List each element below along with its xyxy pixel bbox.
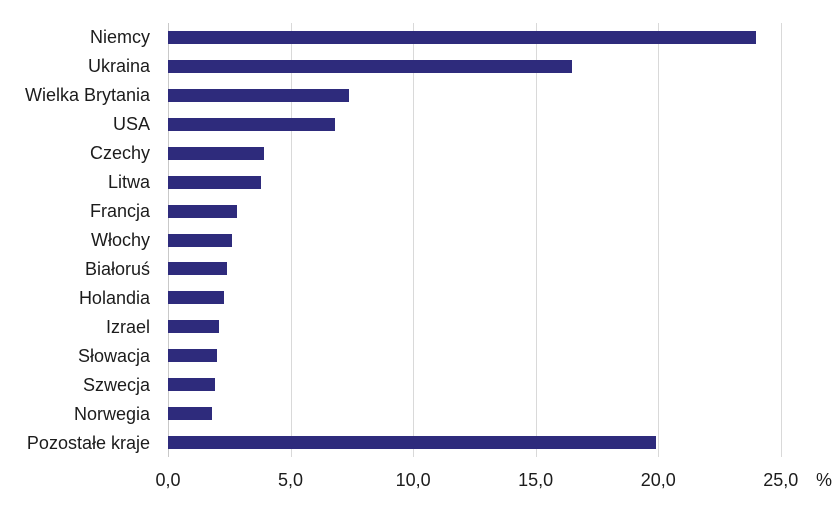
- category-label: Litwa: [107, 172, 150, 193]
- x-tick-label: 5,0: [278, 470, 304, 490]
- category-label: Pozostałe kraje: [26, 432, 150, 453]
- bar-row: [168, 428, 820, 457]
- category-label: Słowacja: [77, 345, 150, 366]
- x-tick-label: 10,0: [395, 470, 431, 490]
- x-tick-label: 15,0: [518, 470, 554, 490]
- bar-7: [168, 233, 232, 247]
- x-tick-label: 0,0: [155, 470, 181, 490]
- bar-row: [168, 168, 820, 197]
- bar-6: [168, 204, 237, 218]
- bar-11: [168, 349, 218, 363]
- category-labels: Niemcy Ukraina Wielka Brytania USA Czechy Lit…: [0, 23, 160, 457]
- bar-row: [168, 399, 820, 428]
- category-label: Holandia: [78, 287, 150, 308]
- bar-row: [168, 226, 820, 255]
- bar-row: [168, 139, 820, 168]
- bar-row: [168, 52, 820, 81]
- category-label: Czechy: [89, 143, 150, 164]
- bar-5: [168, 175, 262, 189]
- bar-row: [168, 312, 820, 341]
- bar-9: [168, 291, 225, 305]
- bar-13: [168, 407, 213, 421]
- category-label: Włochy: [90, 230, 150, 251]
- bar-row: [168, 255, 820, 284]
- x-tick-label: 25,0: [763, 470, 799, 490]
- x-axis: % 0,0 5,0 10,0 15,0 20,0 25,0: [155, 464, 832, 490]
- x-axis-unit-label: %: [815, 470, 832, 490]
- category-label: Wielka Brytania: [24, 85, 150, 106]
- bar-row: [168, 81, 820, 110]
- bar-1: [168, 59, 573, 73]
- bar-row: [168, 370, 820, 399]
- category-label: Francja: [89, 201, 150, 222]
- bar-14: [168, 436, 656, 450]
- bar-row: [168, 110, 820, 139]
- category-label: Białoruś: [84, 258, 150, 279]
- category-label: Ukraina: [87, 56, 150, 77]
- bar-8: [168, 262, 227, 276]
- bar-rows: [168, 23, 820, 457]
- bar-row: [168, 283, 820, 312]
- bar-row: [168, 23, 820, 52]
- bar-12: [168, 378, 215, 392]
- gridline: [780, 23, 782, 457]
- gridline: [658, 23, 660, 457]
- category-label: Norwegia: [73, 403, 150, 424]
- gridline: [413, 23, 415, 457]
- category-label: USA: [112, 114, 150, 135]
- bar-row: [168, 341, 820, 370]
- bar-4: [168, 146, 264, 160]
- category-label: Izrael: [105, 316, 150, 337]
- bar-3: [168, 117, 335, 131]
- x-tick-label: 20,0: [640, 470, 676, 490]
- bar-0: [168, 30, 757, 44]
- plot-area: [168, 23, 820, 457]
- category-label: Szwecja: [82, 374, 150, 395]
- bar-10: [168, 320, 220, 334]
- gridline: [535, 23, 537, 457]
- bar-row: [168, 197, 820, 226]
- gridline: [290, 23, 292, 457]
- category-label: Niemcy: [89, 27, 150, 48]
- bar-2: [168, 88, 350, 102]
